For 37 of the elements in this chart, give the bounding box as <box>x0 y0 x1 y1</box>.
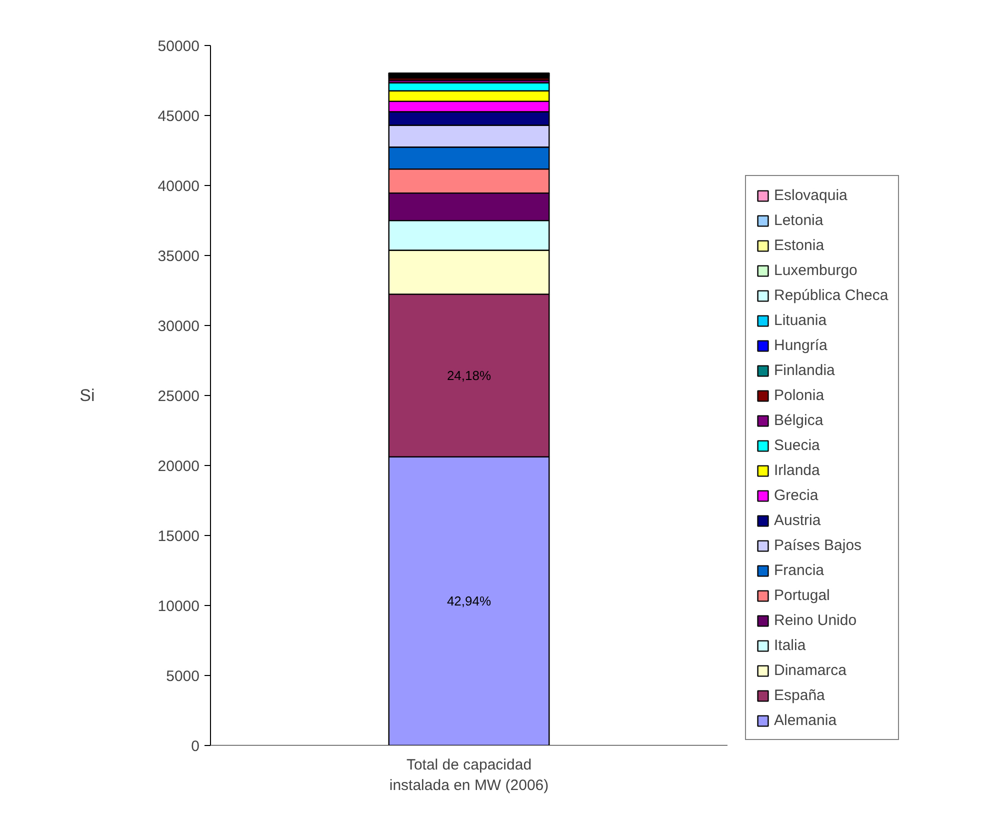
legend-label: Austria <box>774 511 821 529</box>
legend-label: Países Bajos <box>774 536 862 554</box>
y-tick-label: 5000 <box>166 668 200 685</box>
legend-label: Francia <box>774 561 824 579</box>
legend-label: Portugal <box>774 586 830 604</box>
y-tick-label: 20000 <box>158 458 200 475</box>
y-tick-label: 25000 <box>158 388 200 405</box>
legend-label: Eslovaquia <box>774 186 848 204</box>
x-tick-label: Total de capacidad instalada en MW (2006) <box>389 756 549 794</box>
annotation: 42,94% <box>446 594 492 609</box>
legend-label: Bélgica <box>774 411 824 429</box>
legend-label: Dinamarca <box>774 661 847 679</box>
legend-label: Reino Unido <box>774 611 857 629</box>
y-tick-label: 30000 <box>158 318 200 335</box>
y-tick-label: 45000 <box>158 108 200 125</box>
y-tick-label: 0 <box>191 738 200 755</box>
legend-label: República Checa <box>774 286 888 304</box>
legend-label: Hungría <box>774 336 828 354</box>
legend-label: Letonia <box>774 211 824 229</box>
legend-label: Suecia <box>774 436 820 454</box>
annotation: 24,18% <box>446 368 492 383</box>
legend-label: Polonia <box>774 386 824 404</box>
legend-label: Grecia <box>774 486 818 504</box>
legend-label: Lituania <box>774 311 827 329</box>
legend-label: Alemania <box>774 711 837 729</box>
legend-label: Luxemburgo <box>774 261 858 279</box>
legend-label: Finlandia <box>774 361 835 379</box>
legend-label: Italia <box>774 636 806 654</box>
legend-label: Irlanda <box>774 461 820 479</box>
y-tick-label: 50000 <box>158 38 200 55</box>
y-tick-label: 40000 <box>158 178 200 195</box>
legend-label: Estonia <box>774 236 824 254</box>
y-tick-label: 15000 <box>158 528 200 545</box>
y-tick-label: 10000 <box>158 598 200 615</box>
legend-label: España <box>774 686 825 704</box>
y-axis-title: Si <box>80 386 95 405</box>
y-tick-label: 35000 <box>158 248 200 265</box>
